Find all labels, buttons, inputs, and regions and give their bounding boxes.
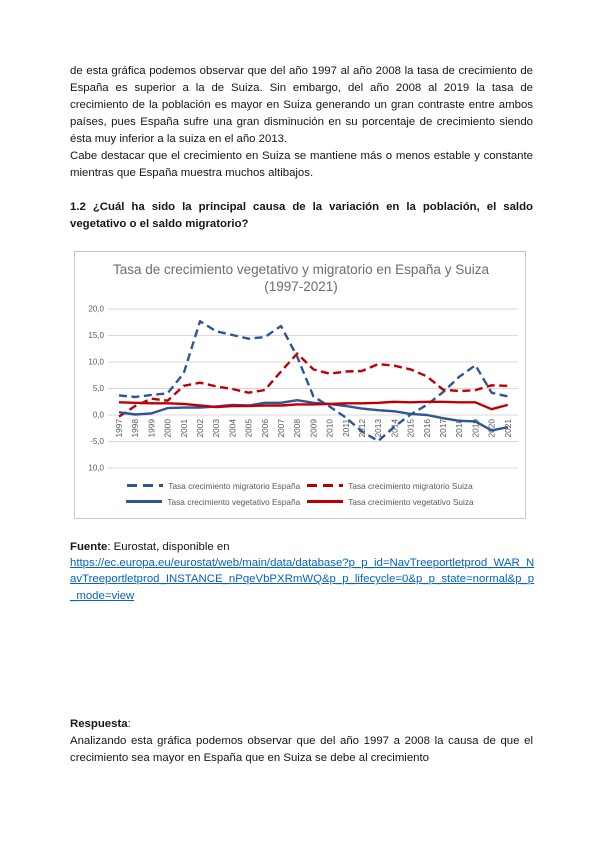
- answer-section: Respuesta: Analizando esta gráfica podem…: [70, 716, 533, 767]
- legend-dashed-line-sample: [307, 484, 344, 487]
- source-after-label: : Eurostat, disponible en: [107, 541, 230, 553]
- series-line-3: [118, 400, 509, 411]
- x-axis-tick-label: 2017: [438, 419, 448, 438]
- x-axis-tick-label: 2016: [422, 419, 432, 438]
- x-axis-tick-label: 2002: [195, 419, 205, 438]
- x-axis-tick-label: 1998: [130, 419, 140, 438]
- legend-label: Tasa crecimiento vegetativo Suiza: [348, 496, 474, 507]
- x-axis-tick-label: 2011: [341, 419, 351, 437]
- source-line: Fuente: Eurostat, disponible en: [70, 539, 538, 555]
- intro-paragraph-2: Cabe destacar que el crecimiento en Suiz…: [70, 150, 533, 179]
- y-axis-tick-label: 20,0: [88, 305, 104, 314]
- x-axis-tick-label: 2004: [227, 419, 237, 438]
- x-axis-tick-label: 2003: [211, 419, 221, 438]
- y-axis-tick-label: 5,0: [93, 384, 105, 393]
- source-label: Fuente: [70, 541, 108, 553]
- x-axis-tick-label: 2009: [308, 419, 318, 438]
- x-axis-tick-label: 2018: [454, 419, 464, 438]
- y-axis-tick-label: 10,0: [88, 358, 104, 367]
- chart-legend-row-2: Tasa crecimiento vegetativo España Tasa c…: [75, 495, 525, 508]
- chart-legend-row-1: Tasa crecimiento migratorio España Tasa c…: [75, 479, 525, 492]
- legend-label: Tasa crecimiento migratorio Suiza: [348, 480, 473, 491]
- y-axis-tick-label: 15,0: [88, 331, 104, 340]
- series-line-0: [118, 319, 509, 443]
- source-link[interactable]: https://ec.europa.eu/eurostat/web/main/d…: [70, 557, 535, 602]
- chart-plot: 20,0 15,0 10,0 5,0 0,0 -5,0 10,0 1997 1998 1999 20…: [88, 305, 518, 473]
- answer-label: Respuesta: [70, 718, 128, 730]
- x-axis-tick-label: 2000: [163, 419, 173, 438]
- legend-label: Tasa crecimiento vegetativo España: [167, 496, 301, 507]
- x-axis-tick-label: 2019: [470, 419, 480, 438]
- legend-item-0: Tasa crecimiento migratorio España: [127, 481, 300, 491]
- x-axis-tick-label: 2020: [487, 419, 497, 438]
- y-axis-tick-label: 0,0: [93, 411, 105, 420]
- x-axis-tick-label: 1997: [114, 419, 124, 438]
- x-axis-tick-label: 2012: [357, 419, 367, 438]
- y-axis-tick-label: -5,0: [90, 437, 104, 446]
- source-section: Fuente: Eurostat, disponible en https://…: [70, 539, 538, 604]
- legend-item-3: Tasa crecimiento vegetativo Suiza: [307, 496, 474, 507]
- chart-legend: Tasa crecimiento migratorio España Tasa c…: [75, 479, 525, 508]
- x-axis-tick-label: 2005: [244, 419, 254, 438]
- x-axis-tick-label: 2001: [179, 419, 189, 438]
- legend-dashed-line-sample: [127, 484, 164, 487]
- x-axis-tick-label: 1999: [146, 419, 156, 438]
- chart-title: Tasa de crecimiento vegetativo y migrato…: [113, 262, 489, 294]
- series-line-1: [118, 352, 508, 418]
- x-axis-tick-label: 2008: [292, 419, 302, 438]
- answer-label-line: Respuesta:: [70, 716, 533, 733]
- legend-item-2: Tasa crecimiento vegetativo España: [126, 497, 300, 507]
- intro-paragraph: de esta gráfica podemos observar que del…: [70, 63, 533, 182]
- y-axis-tick-label: 10,0: [88, 464, 104, 473]
- x-axis-tick-label: 2015: [406, 419, 416, 438]
- x-axis-tick-label: 2006: [260, 419, 270, 438]
- legend-solid-line-sample: [126, 500, 163, 503]
- answer-text: Analizando esta gráfica podemos observar…: [70, 735, 533, 764]
- legend-label: Tasa crecimiento migratorio España: [168, 480, 301, 491]
- intro-paragraph-1: de esta gráfica podemos observar que del…: [70, 65, 533, 145]
- x-axis-tick-label: 2007: [276, 419, 286, 438]
- series-line-2: [118, 398, 509, 432]
- x-axis-tick-label: 2010: [325, 419, 335, 438]
- legend-solid-line-sample: [307, 500, 344, 503]
- legend-item-1: Tasa crecimiento migratorio Suiza: [307, 481, 473, 491]
- x-axis-tick-label: 2013: [373, 419, 383, 438]
- question-heading: 1.2 ¿Cuál ha sido la principal causa de …: [70, 201, 533, 230]
- chart-figure: Tasa de crecimiento vegetativo y migrato…: [74, 251, 526, 519]
- answer-colon: :: [127, 718, 131, 730]
